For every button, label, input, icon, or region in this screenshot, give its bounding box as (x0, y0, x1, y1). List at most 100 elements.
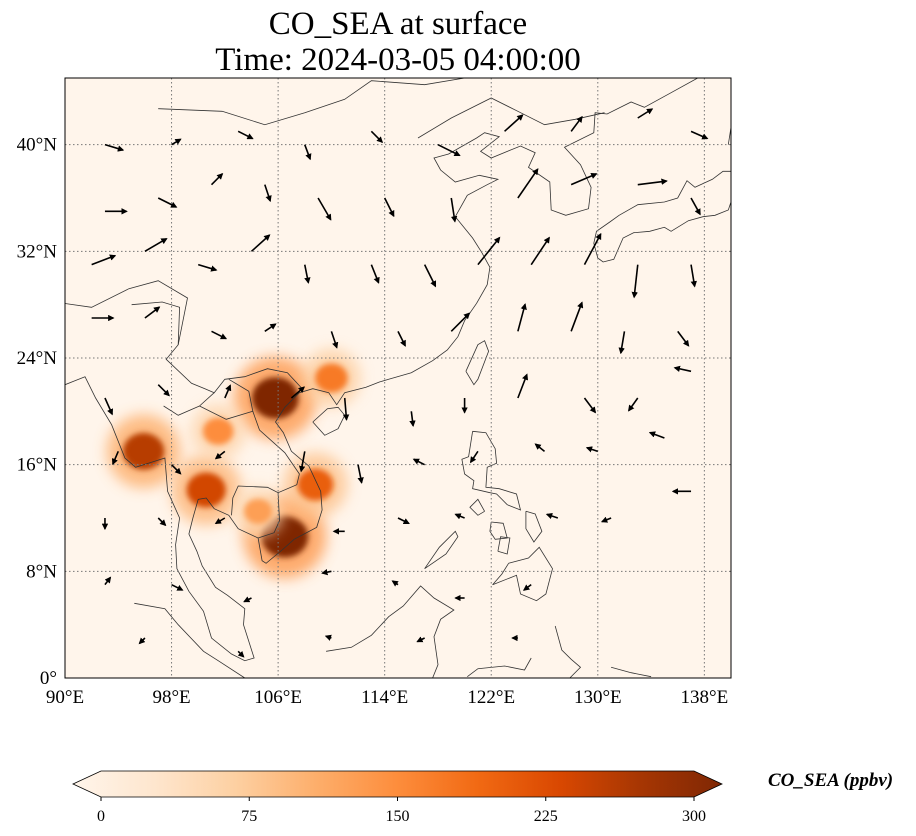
wind-vectors (91, 108, 709, 658)
wind-arrow (157, 197, 178, 208)
wind-arrow (423, 264, 437, 288)
wind-arrow (437, 143, 461, 157)
wind-arrow (690, 197, 701, 216)
wind-arrow (224, 384, 232, 399)
coastline-segment (65, 280, 188, 345)
map-background (65, 78, 731, 678)
wind-arrow (214, 450, 226, 460)
coastline-segment (467, 657, 532, 678)
coastline-segment (489, 521, 508, 540)
coastline-segment (417, 97, 605, 139)
wind-arrow (197, 263, 218, 272)
map-timestamp: Time: 2024-03-05 04:00:00 (215, 42, 581, 78)
longitude-tick-labels: 90°E 98°E 106°E 114°E 122°E 130°E 138°E (46, 687, 728, 708)
map-plot-area (65, 78, 731, 678)
wind-arrow (264, 184, 272, 203)
coastline-segment (492, 546, 553, 602)
wind-arrow (517, 168, 539, 199)
wind-arrow (637, 178, 668, 186)
colorbar-ticks: 0 75 150 225 300 (97, 797, 706, 825)
lon-tick-label: 130°E (574, 687, 622, 708)
lat-tick-label: 24°N (17, 348, 58, 369)
wind-arrow (397, 517, 410, 525)
wind-arrow (324, 634, 332, 641)
colorbar-tick-label: 75 (241, 808, 257, 825)
wind-arrow (138, 637, 146, 645)
hotspot-core (186, 472, 226, 508)
wind-arrow (383, 197, 395, 218)
wind-arrow (600, 516, 612, 523)
lat-tick-label: 32°N (17, 241, 58, 262)
hotspot-core (202, 417, 234, 445)
coastline-segment (65, 78, 698, 662)
hotspot-core (243, 498, 273, 524)
wind-arrow (330, 331, 339, 349)
wind-arrow (470, 450, 479, 464)
wind-arrow (290, 386, 306, 399)
wind-arrow (618, 331, 626, 355)
colorbar-label: CO_SEA (ppbv) (768, 770, 894, 791)
wind-arrow (409, 411, 416, 428)
gridlines (65, 78, 731, 678)
lon-tick-label: 122°E (467, 687, 515, 708)
wind-arrow (370, 264, 380, 284)
wind-arrow (304, 144, 312, 161)
wind-arrow (104, 143, 125, 152)
wind-arrow (104, 576, 112, 586)
wind-arrow (321, 568, 332, 576)
wind-arrow (370, 130, 384, 144)
lon-tick-label: 138°E (681, 687, 729, 708)
co-concentration-field (106, 348, 361, 579)
wind-arrow (91, 254, 117, 266)
coastline-segment (469, 498, 485, 516)
wind-arrow (522, 584, 532, 591)
lon-tick-label: 114°E (361, 687, 408, 708)
coastline-segment (727, 78, 731, 145)
wind-arrow (585, 446, 599, 453)
wind-arrow (690, 264, 697, 288)
coastline-segment (554, 625, 582, 678)
wind-arrow (211, 330, 228, 340)
wind-arrow (317, 197, 332, 221)
lat-tick-label: 16°N (17, 455, 58, 476)
wind-arrow (517, 373, 529, 399)
coastline-segment (134, 602, 246, 678)
coastline-segment (424, 530, 459, 570)
wind-arrow (570, 172, 598, 186)
wind-arrow (570, 301, 584, 332)
wind-arrow (157, 517, 167, 527)
wind-arrow (243, 596, 252, 603)
coastline-segment (228, 378, 254, 412)
hotspot-core (122, 432, 165, 470)
wind-arrow (214, 517, 226, 525)
wind-arrow (530, 236, 550, 266)
coastline-segment (199, 405, 300, 516)
wind-arrow (450, 312, 471, 332)
colorbar-tick-label: 150 (386, 808, 410, 825)
coastline-segment (158, 78, 465, 126)
hotspot-core (315, 363, 348, 393)
wind-arrow (171, 138, 182, 146)
wind-arrow (673, 365, 692, 373)
wind-arrow (504, 114, 524, 132)
wind-arrow (250, 234, 271, 252)
lon-tick-label: 90°E (46, 687, 84, 708)
coastline-segment (610, 666, 652, 678)
colorbar-bar (72, 770, 723, 798)
coastline-segment (497, 536, 511, 555)
wind-arrow (171, 583, 184, 591)
wind-arrow (111, 451, 120, 466)
wind-arrow (298, 451, 306, 473)
wind-arrow (144, 306, 161, 319)
wind-arrow (570, 115, 583, 132)
coastline-segment (525, 510, 543, 543)
coastline-segment (461, 430, 522, 511)
wind-arrow (545, 512, 559, 520)
wind-arrow (342, 397, 350, 421)
wind-arrow (264, 323, 277, 332)
wind-arrow (170, 464, 182, 475)
wind-arrow (391, 580, 399, 587)
wind-arrow (628, 397, 639, 412)
coastline-segment (465, 340, 490, 386)
